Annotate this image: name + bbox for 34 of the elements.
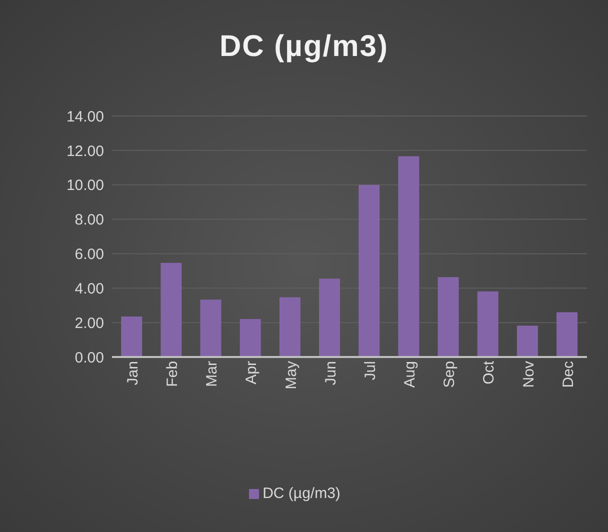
- x-tick-label: Jan: [124, 361, 142, 386]
- x-tick-label: Sep: [441, 361, 458, 388]
- bar: [160, 262, 182, 357]
- y-tick-label: 2.00: [74, 314, 104, 332]
- bar: [121, 316, 142, 357]
- chart-title: DC (µg/m3): [218, 30, 390, 64]
- x-tick-label: Apr: [243, 360, 260, 384]
- x-tick-label: Mar: [204, 361, 221, 387]
- bar: [319, 278, 340, 357]
- bar: [556, 312, 578, 357]
- y-tick-label: 6.00: [74, 246, 104, 264]
- x-tick-label: Dec: [560, 360, 577, 388]
- x-tick-label: Feb: [164, 361, 182, 387]
- bar: [358, 184, 380, 357]
- bar: [200, 300, 222, 357]
- bar: [477, 291, 498, 357]
- y-tick-label: 10.00: [66, 177, 104, 194]
- bar: [438, 277, 459, 357]
- x-tick-label: Nov: [520, 360, 538, 388]
- y-tick-label: 12.00: [66, 142, 104, 160]
- bar: [240, 318, 261, 357]
- y-tick-label: 4.00: [74, 280, 104, 298]
- y-tick-label: 8.00: [74, 212, 104, 229]
- x-tick-label: May: [282, 360, 300, 390]
- y-tick-label: 0.00: [74, 349, 104, 366]
- bar: [398, 156, 420, 357]
- x-tick-label: Jun: [322, 361, 340, 386]
- x-tick-label: Jul: [362, 361, 379, 380]
- y-tick-label: 14.00: [66, 108, 104, 126]
- bar: [516, 326, 538, 357]
- x-tick-label: Aug: [402, 361, 419, 388]
- bar: [279, 297, 300, 357]
- legend-label: DC (µg/m3): [262, 485, 340, 502]
- x-tick-label: Oct: [480, 360, 498, 384]
